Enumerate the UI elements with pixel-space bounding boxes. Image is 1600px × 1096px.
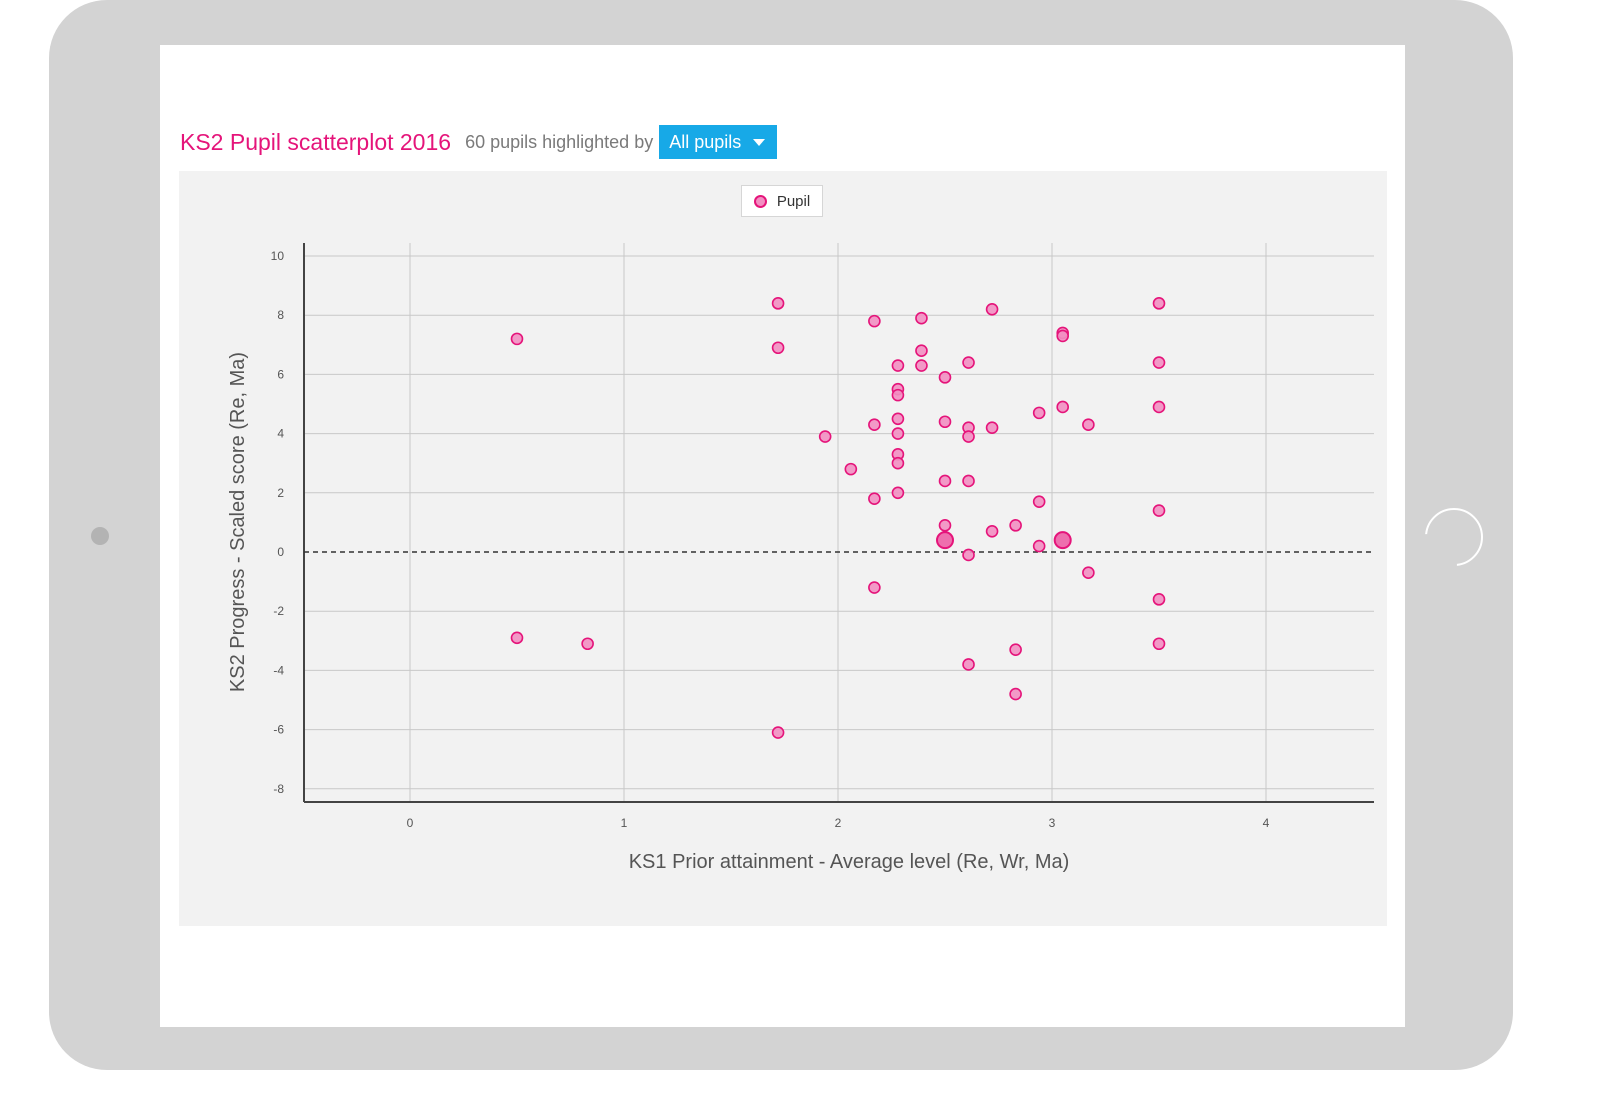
y-tick-label: 8 [277,308,284,322]
y-tick-label: -2 [273,604,284,618]
y-tick-label: -6 [273,723,284,737]
data-point [985,421,999,434]
data-point [1056,329,1070,343]
y-tick-label: 2 [277,486,284,500]
data-point [915,359,928,372]
data-points [510,297,1166,739]
data-point [891,412,905,426]
data-point [891,456,905,470]
data-point [915,344,928,358]
chevron-down-icon [753,138,766,146]
y-tick-label: 0 [277,545,284,559]
x-tick-label: 1 [621,816,628,830]
legend-marker-icon [753,194,767,208]
chart-panel: 10 8 6 4 2 0 -2 -4 -6 -8 0 1 2 3 4 KS1 Prior attainmen… [179,171,1387,926]
scatter-chart: 10 8 6 4 2 0 -2 -4 -6 -8 0 1 2 3 4 KS1 Prior attainmen… [227,243,1374,873]
data-point [1082,566,1095,580]
data-point [581,637,594,651]
data-point [891,427,905,440]
y-tick-label: 6 [277,367,284,381]
data-point [962,658,975,671]
data-point [962,430,975,443]
camera-icon [91,527,109,545]
data-point [771,341,785,355]
highlight-description: 60 pupils highlighted by [465,131,654,152]
screen: KS2 Pupil scatterplot 2016 60 pupils hig… [160,45,1405,1027]
x-tick-label: 0 [407,816,414,830]
data-point [1009,643,1022,656]
data-point [1032,539,1046,553]
data-point [1152,593,1166,606]
x-tick-label: 4 [1263,816,1270,830]
data-point [1056,400,1070,414]
data-point [510,332,524,346]
chart-axes [303,243,1374,803]
data-point [962,356,975,369]
highlighted-data-point [936,531,954,550]
x-axis-label: KS1 Prior attainment - Average level (Re… [629,851,1070,873]
data-point [818,430,832,443]
data-point [868,314,881,328]
data-point [868,492,881,506]
data-point [868,418,881,432]
legend-label: Pupil [776,192,811,210]
data-point [938,474,952,488]
y-tick-label: -4 [273,663,284,677]
data-point [1152,400,1166,414]
x-tick-label: 3 [1049,816,1056,830]
data-point [891,486,905,500]
data-point [1082,418,1095,432]
data-point [1009,687,1022,701]
data-point [844,462,858,476]
data-point [1152,297,1166,310]
data-point [1152,637,1166,651]
data-point [938,415,952,429]
tick-labels: 10 8 6 4 2 0 -2 -4 -6 -8 0 1 2 3 4 [271,249,1270,830]
data-point [1152,504,1166,517]
data-point [915,311,928,325]
x-tick-label: 2 [835,816,842,830]
data-point [891,359,905,372]
data-point [891,388,905,402]
chart-legend[interactable]: Pupil [741,185,823,217]
page-title: KS2 Pupil scatterplot 2016 [180,128,452,155]
home-button[interactable] [1425,508,1483,566]
pupil-filter-dropdown[interactable]: All pupils [659,125,778,159]
data-point [1152,356,1166,369]
data-point [771,726,785,739]
data-point [985,302,999,316]
data-point [1032,495,1046,508]
chart-header: KS2 Pupil scatterplot 2016 60 pupils hig… [180,125,778,159]
highlighted-data-point [1053,531,1072,550]
data-point [510,631,524,645]
data-point [938,519,952,532]
data-point [938,371,952,384]
data-point [962,474,975,488]
data-point [868,581,881,594]
y-tick-label: -8 [273,782,284,796]
data-point [1009,519,1022,532]
y-tick-label: 10 [271,249,285,263]
y-tick-label: 4 [277,427,284,441]
y-axis-label: KS2 Progress - Scaled score (Re, Ma) [227,352,249,692]
pupil-filter-value: All pupils [669,131,742,152]
chart-grid [304,243,1374,802]
data-point [962,548,975,562]
data-point [985,524,999,538]
data-point [1032,406,1046,420]
data-point [771,297,785,310]
